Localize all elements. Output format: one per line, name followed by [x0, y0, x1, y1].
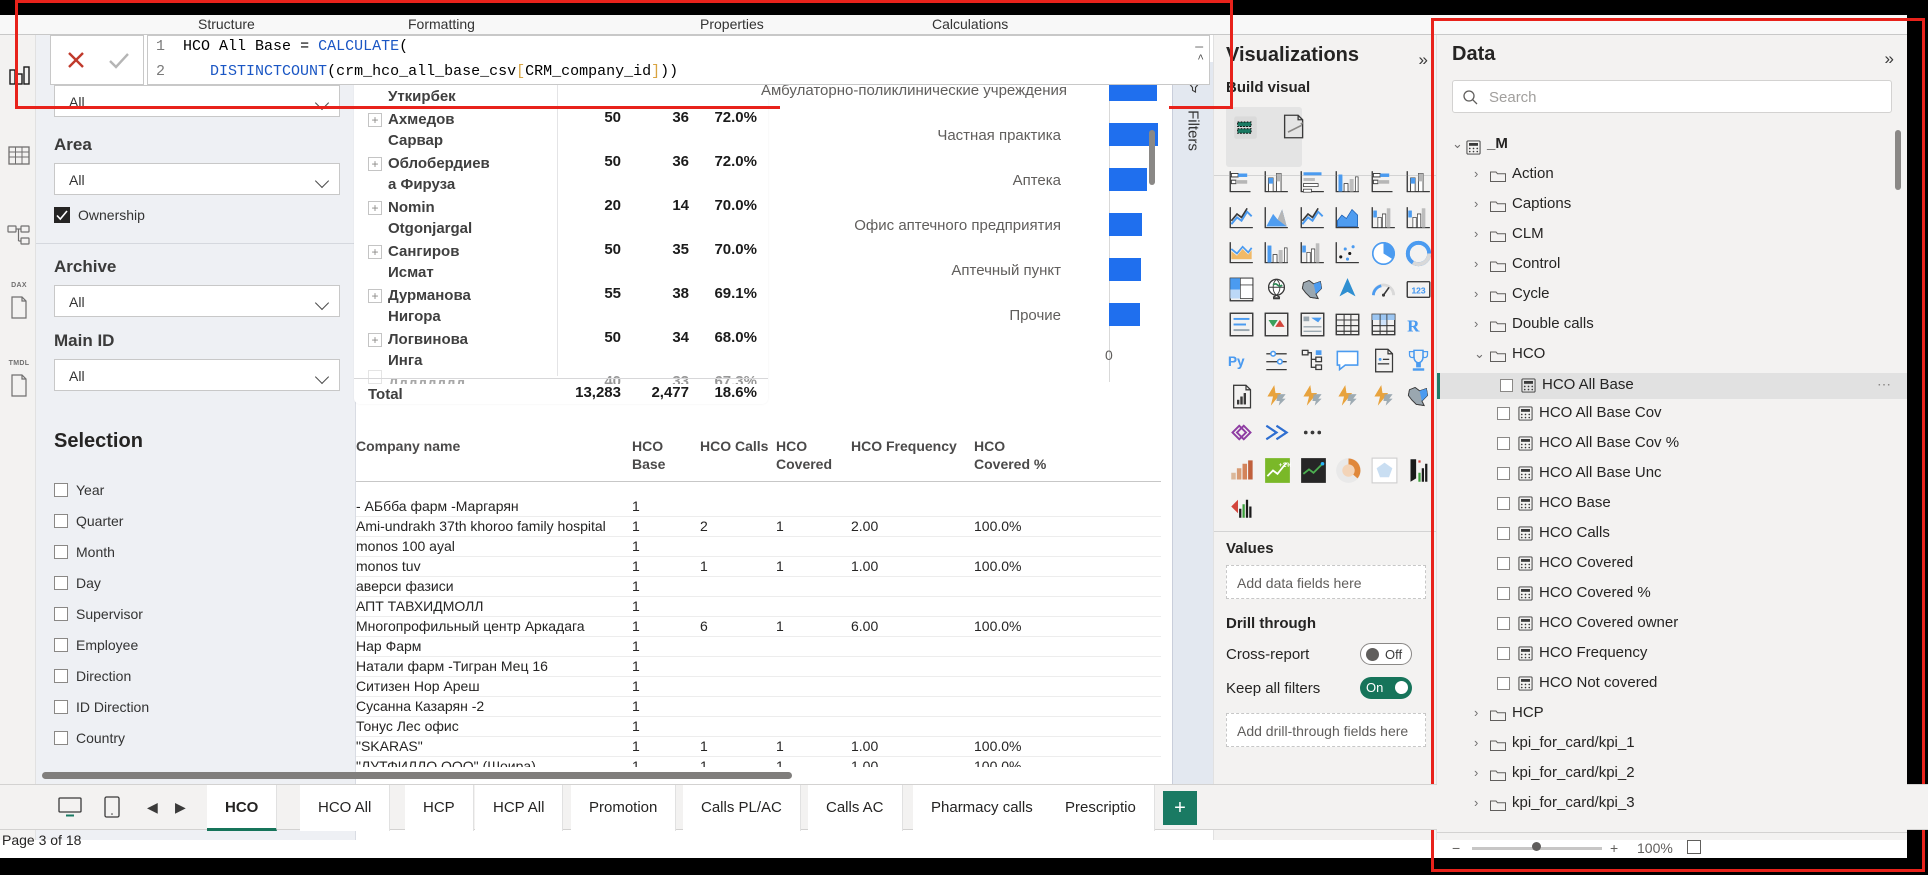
svg-text:123: 123: [1411, 285, 1425, 295]
svg-text:R: R: [1407, 316, 1420, 335]
svg-text:Py: Py: [1228, 354, 1245, 369]
svg-text:+2%: +2%: [1279, 462, 1291, 469]
